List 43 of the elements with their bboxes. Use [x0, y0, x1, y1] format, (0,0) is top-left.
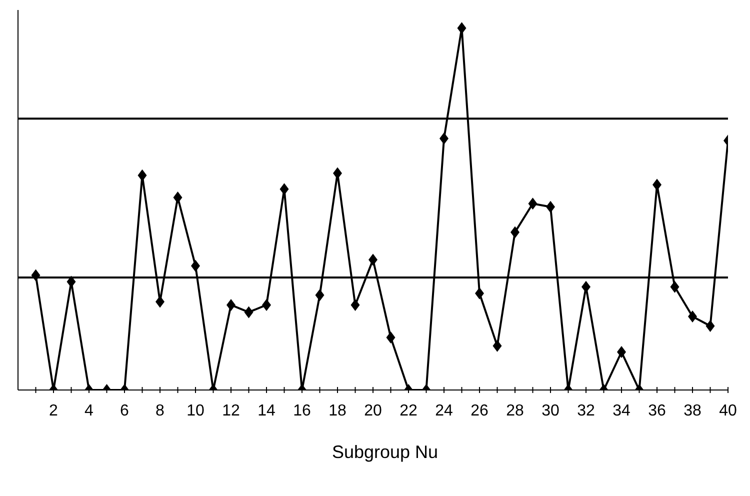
- point: [244, 306, 254, 318]
- point: [368, 254, 378, 266]
- x-tick-label: 40: [719, 402, 737, 420]
- x-tick-label: 12: [222, 402, 240, 420]
- point: [706, 320, 715, 332]
- x-tick-label: 24: [435, 402, 453, 420]
- x-tick-label: 16: [293, 402, 311, 420]
- point: [386, 332, 396, 344]
- x-tick-label: 26: [470, 402, 488, 420]
- point: [688, 310, 697, 323]
- x-tick-label: 2: [49, 402, 58, 420]
- x-tick-label: 22: [400, 402, 418, 420]
- x-tick-label: 8: [156, 402, 165, 420]
- x-tick-label: 20: [364, 402, 382, 420]
- x-tick-label: 34: [612, 402, 630, 420]
- point: [475, 287, 484, 300]
- x-axis-title: Subgroup Nu: [330, 442, 440, 463]
- x-tick-label: 18: [328, 402, 346, 420]
- point: [262, 298, 271, 311]
- point: [528, 198, 538, 210]
- x-tick-label: 30: [542, 402, 560, 420]
- point: [315, 289, 324, 302]
- x-tick-label: 38: [684, 402, 702, 420]
- point: [173, 191, 182, 204]
- point: [617, 346, 626, 358]
- x-tick-label: 32: [577, 402, 595, 420]
- point: [670, 280, 680, 293]
- x-tick-label: 14: [258, 402, 276, 420]
- x-tick-label: 10: [186, 402, 204, 420]
- point: [350, 298, 360, 311]
- x-tick-label: 4: [84, 402, 94, 420]
- x-tick-label: 6: [120, 402, 130, 420]
- point: [226, 298, 236, 311]
- point: [546, 200, 555, 213]
- x-tick-label: 28: [506, 402, 524, 420]
- point: [492, 340, 502, 352]
- point: [652, 178, 662, 191]
- point: [191, 260, 200, 272]
- point: [440, 132, 448, 144]
- point: [138, 169, 147, 182]
- point: [510, 226, 520, 238]
- point: [31, 269, 40, 282]
- x-tick-label: 36: [648, 402, 666, 420]
